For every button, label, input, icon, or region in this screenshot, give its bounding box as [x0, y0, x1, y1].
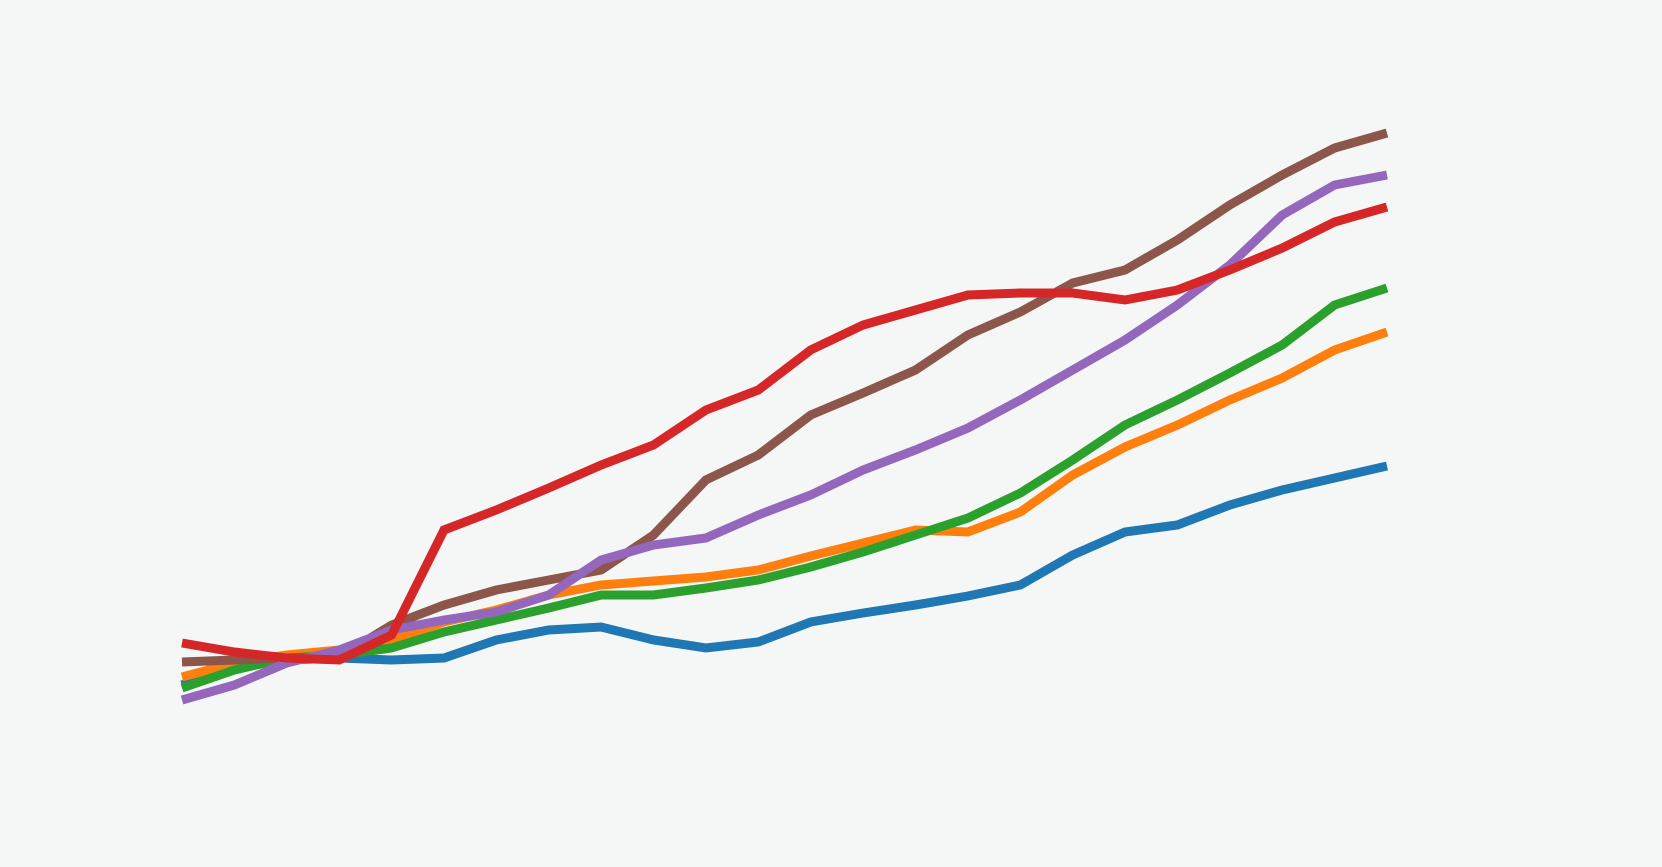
line	[181, 128, 1389, 667]
line	[181, 202, 1389, 665]
line	[180, 461, 1389, 690]
line	[180, 170, 1388, 705]
line	[180, 283, 1389, 693]
